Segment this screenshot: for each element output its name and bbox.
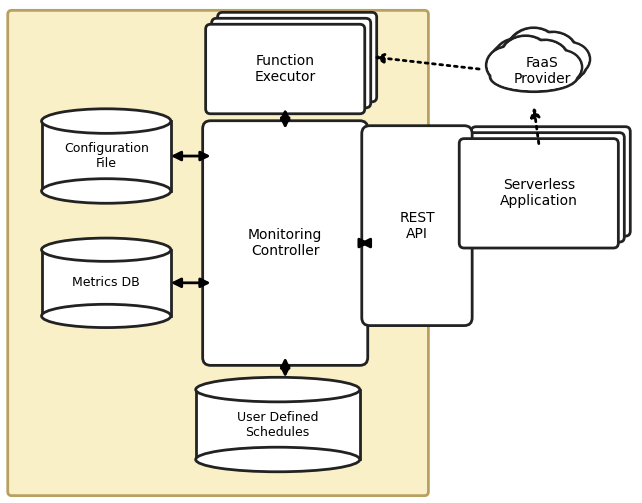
Ellipse shape <box>509 29 559 72</box>
Ellipse shape <box>42 179 171 203</box>
Ellipse shape <box>501 37 550 80</box>
Bar <box>42 121 171 191</box>
FancyBboxPatch shape <box>203 121 368 365</box>
Ellipse shape <box>494 38 540 76</box>
Ellipse shape <box>544 46 586 80</box>
Text: Monitoring
Controller: Monitoring Controller <box>248 228 322 258</box>
Text: Function
Executor: Function Executor <box>255 54 316 84</box>
Ellipse shape <box>492 43 535 79</box>
Ellipse shape <box>505 33 554 76</box>
Text: FaaS
Provider: FaaS Provider <box>514 56 571 86</box>
FancyBboxPatch shape <box>212 18 370 108</box>
Ellipse shape <box>494 57 582 88</box>
Ellipse shape <box>520 40 569 81</box>
FancyBboxPatch shape <box>471 127 630 236</box>
Ellipse shape <box>524 36 573 77</box>
Bar <box>42 249 171 316</box>
Ellipse shape <box>530 33 576 72</box>
Ellipse shape <box>503 32 556 77</box>
FancyBboxPatch shape <box>218 13 377 102</box>
Ellipse shape <box>546 47 585 79</box>
Ellipse shape <box>507 28 560 73</box>
Ellipse shape <box>521 41 568 80</box>
FancyBboxPatch shape <box>362 126 472 325</box>
Ellipse shape <box>491 63 577 90</box>
Ellipse shape <box>548 42 590 76</box>
Ellipse shape <box>490 61 578 92</box>
Text: User Defined
Schedules: User Defined Schedules <box>237 410 318 439</box>
FancyBboxPatch shape <box>8 11 428 495</box>
Ellipse shape <box>526 37 572 76</box>
Text: REST
API: REST API <box>399 211 435 241</box>
Text: Serverless
Application: Serverless Application <box>500 178 578 208</box>
Ellipse shape <box>499 36 552 81</box>
Text: Configuration
File: Configuration File <box>64 142 149 170</box>
Ellipse shape <box>488 47 531 83</box>
Text: Metrics DB: Metrics DB <box>73 276 140 289</box>
Ellipse shape <box>496 40 539 75</box>
Ellipse shape <box>196 447 360 472</box>
FancyBboxPatch shape <box>459 139 618 248</box>
Ellipse shape <box>42 238 171 262</box>
Ellipse shape <box>499 55 584 82</box>
Ellipse shape <box>42 109 171 133</box>
FancyBboxPatch shape <box>465 133 624 242</box>
Ellipse shape <box>528 32 577 73</box>
Ellipse shape <box>541 50 582 84</box>
Ellipse shape <box>498 53 586 83</box>
Ellipse shape <box>196 377 360 402</box>
Ellipse shape <box>496 59 580 86</box>
Ellipse shape <box>490 42 536 80</box>
Bar <box>196 390 360 460</box>
Ellipse shape <box>486 46 532 84</box>
Ellipse shape <box>542 51 581 83</box>
Ellipse shape <box>550 43 589 75</box>
FancyBboxPatch shape <box>205 24 365 114</box>
Ellipse shape <box>42 304 171 327</box>
